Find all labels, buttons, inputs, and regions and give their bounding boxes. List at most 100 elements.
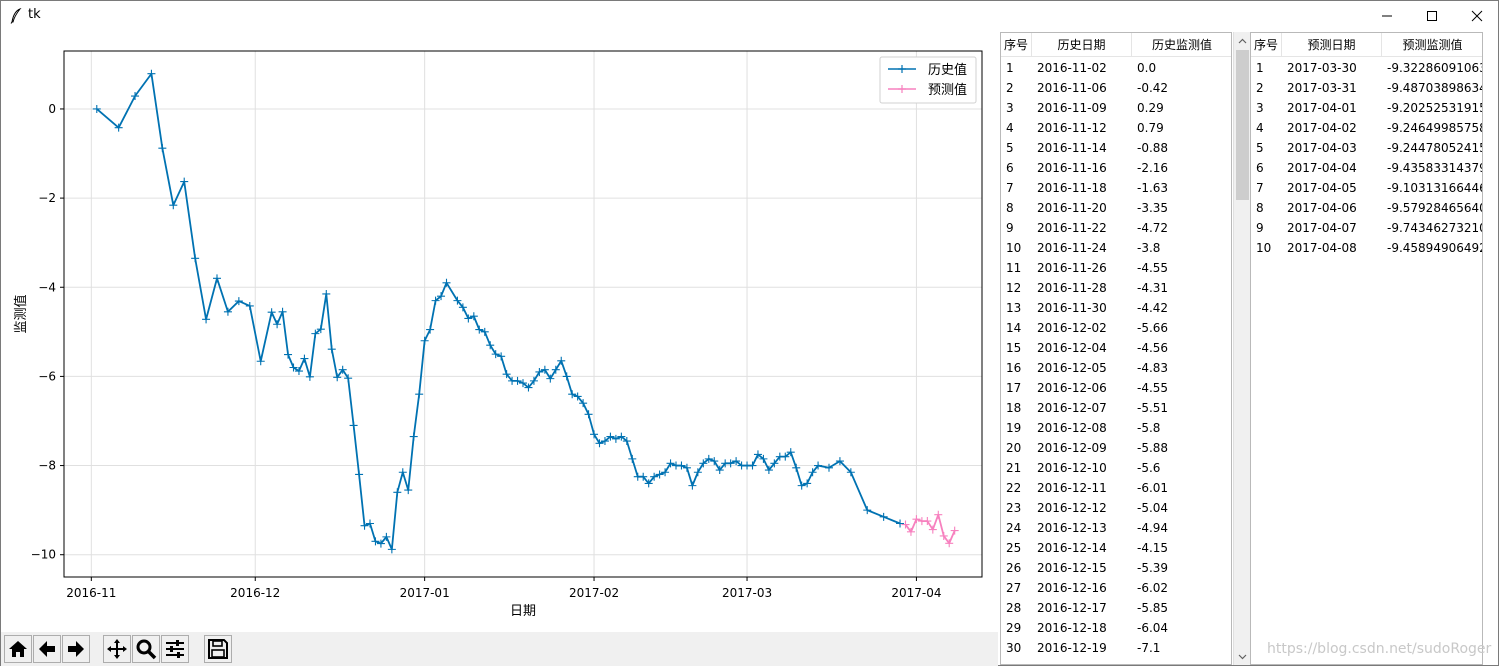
table-cell: 26 [1006, 561, 1022, 575]
table-cell: 2017-04-06 [1287, 201, 1357, 215]
history-row[interactable]: 13 2016-11-30 -4.42 [1001, 298, 1231, 318]
ticks: 2016-11 2016-12 2017-01 2017-02 2017-03 2017-… [31, 102, 942, 600]
history-row[interactable]: 11 2016-11-26 -4.55 [1001, 258, 1231, 278]
forecast-data-point [945, 539, 954, 548]
history-row[interactable]: 21 2016-12-10 -5.6 [1001, 458, 1231, 478]
history-data-point [491, 350, 500, 359]
forecast-row[interactable]: 5 2017-04-03 -9.24478052415 [1251, 138, 1482, 158]
history-data-point [294, 367, 303, 376]
history-row[interactable]: 22 2016-12-11 -6.01 [1001, 478, 1231, 498]
column-header[interactable]: 预测监测值 [1402, 38, 1463, 52]
history-data-point [529, 376, 538, 385]
table-cell: -4.72 [1137, 221, 1169, 235]
configure-button[interactable] [161, 635, 189, 663]
history-row[interactable]: 3 2016-11-09 0.29 [1001, 98, 1231, 118]
history-data-point [666, 459, 675, 468]
column-header[interactable]: 序号 [1251, 33, 1282, 57]
maximize-button[interactable] [1409, 1, 1454, 31]
close-button[interactable] [1454, 1, 1499, 31]
forecast-row[interactable]: 10 2017-04-08 -9.45894906492 [1251, 238, 1482, 258]
save-button[interactable] [204, 635, 232, 663]
history-data-point [180, 177, 189, 186]
history-row[interactable]: 7 2016-11-18 -1.63 [1001, 178, 1231, 198]
forecast-table[interactable]: 序号 预测日期 预测监测值 1 2017-03-30 -9.32286091063 2… [1250, 32, 1483, 665]
forecast-row[interactable]: 3 2017-04-01 -9.20252531915 [1251, 98, 1482, 118]
history-row[interactable]: 8 2016-11-20 -3.35 [1001, 198, 1231, 218]
pan-button[interactable] [103, 635, 131, 663]
minimize-button[interactable] [1364, 1, 1409, 31]
forecast-row[interactable]: 9 2017-04-07 -9.74346273210 [1251, 218, 1482, 238]
forecast-row[interactable]: 6 2017-04-04 -9.43583314379 [1251, 158, 1482, 178]
line-chart[interactable]: 2016-11 2016-12 2017-01 2017-02 2017-03 2017-… [1, 31, 998, 631]
history-row[interactable]: 30 2016-12-19 -7.1 [1001, 638, 1231, 658]
history-data-point [759, 454, 768, 463]
y-axis-label: 监测值 [13, 294, 29, 333]
plot-canvas[interactable]: 2016-11 2016-12 2017-01 2017-02 2017-03 2017-… [1, 31, 998, 631]
history-row[interactable]: 28 2016-12-17 -5.85 [1001, 598, 1231, 618]
column-header[interactable]: 预测日期 [1282, 33, 1382, 57]
table-cell: 28 [1006, 601, 1022, 615]
history-row[interactable]: 16 2016-12-05 -4.83 [1001, 358, 1231, 378]
table-cell: 2016-11-18 [1037, 181, 1107, 195]
table-cell: 2016-12-08 [1037, 421, 1107, 435]
history-data-point [617, 432, 626, 441]
history-row[interactable]: 6 2016-11-16 -2.16 [1001, 158, 1231, 178]
table-cell: -9.74346273210 [1387, 221, 1483, 235]
history-row[interactable]: 9 2016-11-22 -4.72 [1001, 218, 1231, 238]
scroll-up-button[interactable] [1234, 32, 1251, 49]
table-cell: 2016-12-04 [1037, 341, 1107, 355]
history-row[interactable]: 20 2016-12-09 -5.88 [1001, 438, 1231, 458]
scroll-down-button[interactable] [1234, 648, 1251, 665]
zoom-button[interactable] [132, 635, 160, 663]
close-icon [1471, 10, 1482, 22]
history-table-scrollbar[interactable] [1233, 32, 1250, 665]
table-cell: 2016-12-11 [1037, 481, 1107, 495]
history-row[interactable]: 15 2016-12-04 -4.56 [1001, 338, 1231, 358]
history-row[interactable]: 18 2016-12-07 -5.51 [1001, 398, 1231, 418]
table-cell: -0.88 [1137, 141, 1169, 155]
history-row[interactable]: 2 2016-11-06 -0.42 [1001, 78, 1231, 98]
history-data-point [92, 104, 101, 113]
column-header[interactable]: 序号 [1001, 33, 1032, 57]
table-cell: -2.16 [1137, 161, 1169, 175]
table-cell: 8 [1006, 201, 1014, 215]
history-data-point [114, 123, 123, 132]
history-data-point [387, 545, 396, 554]
history-data-point [781, 452, 790, 461]
history-row[interactable]: 25 2016-12-14 -4.15 [1001, 538, 1231, 558]
table-cell: -9.57928465640 [1387, 201, 1483, 215]
history-data-point [584, 410, 593, 419]
history-row[interactable]: 29 2016-12-18 -6.04 [1001, 618, 1231, 638]
history-data-point [786, 448, 795, 457]
history-row[interactable]: 27 2016-12-16 -6.02 [1001, 578, 1231, 598]
history-row[interactable]: 19 2016-12-08 -5.8 [1001, 418, 1231, 438]
history-row[interactable]: 5 2016-11-14 -0.88 [1001, 138, 1231, 158]
forecast-row[interactable]: 8 2017-04-06 -9.57928465640 [1251, 198, 1482, 218]
table-cell: 5 [1256, 141, 1264, 155]
history-table[interactable]: 序号 历史日期 历史监测值 1 2016-11-02 0.0 2 2016-11-06 -… [1000, 32, 1232, 665]
history-row[interactable]: 24 2016-12-13 -4.94 [1001, 518, 1231, 538]
history-row[interactable]: 26 2016-12-15 -5.39 [1001, 558, 1231, 578]
table-cell: -9.43583314379 [1387, 161, 1483, 175]
history-data-point [562, 372, 571, 381]
table-cell: 2016-12-15 [1037, 561, 1107, 575]
back-button[interactable] [33, 635, 61, 663]
history-row[interactable]: 23 2016-12-12 -5.04 [1001, 498, 1231, 518]
forecast-row[interactable]: 4 2017-04-02 -9.24649985758 [1251, 118, 1482, 138]
history-row[interactable]: 1 2016-11-02 0.0 [1001, 58, 1231, 78]
history-row[interactable]: 17 2016-12-06 -4.55 [1001, 378, 1231, 398]
history-data-point [382, 532, 391, 541]
history-row[interactable]: 14 2016-12-02 -5.66 [1001, 318, 1231, 338]
forward-button[interactable] [62, 635, 90, 663]
forecast-row[interactable]: 2 2017-03-31 -9.48703898634 [1251, 78, 1482, 98]
history-row[interactable]: 10 2016-11-24 -3.8 [1001, 238, 1231, 258]
history-row[interactable]: 12 2016-11-28 -4.31 [1001, 278, 1231, 298]
home-button[interactable] [4, 635, 32, 663]
column-header[interactable]: 历史监测值 [1151, 38, 1212, 52]
legend-marker-history [898, 65, 906, 73]
forecast-row[interactable]: 7 2017-04-05 -9.10313166446 [1251, 178, 1482, 198]
history-row[interactable]: 4 2016-11-12 0.79 [1001, 118, 1231, 138]
column-header[interactable]: 历史日期 [1032, 33, 1132, 57]
forecast-row[interactable]: 1 2017-03-30 -9.32286091063 [1251, 58, 1482, 78]
scrollbar-thumb[interactable] [1236, 50, 1249, 200]
